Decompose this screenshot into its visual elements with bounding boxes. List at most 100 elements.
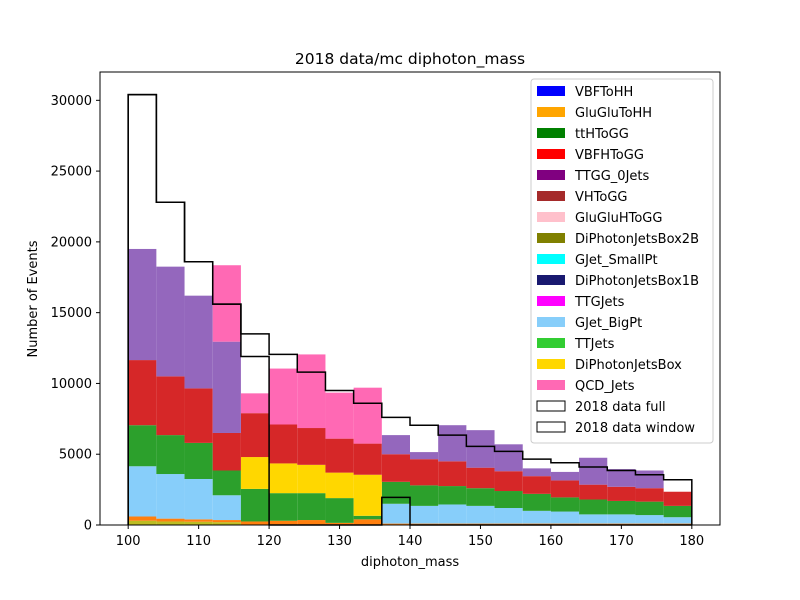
- stack-bar: [410, 459, 439, 486]
- stack-bar: [212, 432, 241, 471]
- stack-bar: [269, 463, 298, 494]
- stack-bar: [156, 474, 185, 519]
- stack-bar: [522, 493, 551, 511]
- stack-bar: [240, 457, 270, 489]
- legend-swatch: [537, 107, 565, 117]
- x-tick-label: 160: [538, 534, 563, 549]
- stack-bar: [325, 392, 354, 439]
- stack-bar: [128, 425, 157, 467]
- legend-label: QCD_Jets: [575, 379, 635, 394]
- stack-bar: [607, 500, 636, 515]
- stack-bar: [353, 519, 382, 525]
- stack-bar: [353, 474, 382, 516]
- legend-label: GluGluHToGG: [575, 211, 662, 226]
- y-tick-label: 30000: [51, 94, 92, 109]
- stack-bar: [128, 516, 157, 521]
- stack-bar: [550, 511, 580, 524]
- stack-bar: [212, 341, 241, 433]
- plot-area: 100 110 120 130 140 150 160 170 180 0 5000 10000 150…: [51, 71, 721, 549]
- stack-bar: [128, 360, 157, 426]
- stack-bar: [663, 517, 692, 524]
- x-tick-label: 130: [327, 534, 352, 549]
- stack-bar: [269, 424, 298, 464]
- y-tick-label: 0: [84, 519, 92, 534]
- legend-label: VBFToHH: [575, 85, 633, 100]
- stack-bar: [522, 468, 551, 477]
- legend-label: VBFHToGG: [575, 148, 644, 163]
- legend-swatch: [537, 359, 565, 369]
- stack-bar: [297, 520, 326, 525]
- legend-swatch: [537, 254, 565, 264]
- stack-bar: [240, 393, 270, 414]
- stack-bar: [381, 503, 410, 524]
- stack-bar: [381, 523, 410, 525]
- legend: VBFToHH GluGluToHH ttHToGG VBFHToGG TTGG_0Je…: [530, 78, 714, 444]
- stack-bar: [607, 469, 636, 487]
- stack-bar: [184, 521, 213, 525]
- legend-label: TTGJets: [574, 295, 625, 310]
- legend-label: TTJets: [574, 337, 615, 352]
- stack-bar: [156, 266, 185, 377]
- stack-bar: [579, 484, 608, 500]
- stack-bar: [607, 514, 636, 524]
- stack-bar: [269, 493, 298, 521]
- legend-label: TTGG_0Jets: [574, 169, 650, 184]
- stack-bar: [212, 495, 241, 521]
- legend-label: 2018 data window: [575, 421, 695, 436]
- stack-bar: [184, 519, 213, 522]
- legend-label: DiPhotonJetsBox2B: [575, 232, 699, 247]
- stack-bar: [663, 491, 692, 506]
- legend-label: DiPhotonJetsBox: [575, 358, 682, 373]
- x-tick-label: 170: [609, 534, 634, 549]
- stack-bar: [128, 248, 157, 361]
- legend-swatch: [537, 170, 565, 180]
- stack-bar: [212, 520, 241, 523]
- stack-bar: [438, 486, 467, 505]
- stack-bar: [381, 481, 410, 504]
- stack-bar: [438, 425, 467, 462]
- stack-bar: [494, 508, 523, 524]
- legend-swatch: [537, 338, 565, 348]
- legend-label: GJet_SmallPt: [575, 253, 658, 268]
- y-tick-label: 5000: [59, 448, 92, 463]
- stack-bar: [635, 488, 664, 502]
- stack-bar: [466, 488, 495, 506]
- legend-label: 2018 data full: [575, 400, 666, 415]
- legend-swatch: [537, 86, 565, 96]
- legend-swatch: [537, 233, 565, 243]
- stack-bar: [325, 438, 354, 473]
- stack-bar: [466, 505, 495, 524]
- stack-bar: [410, 505, 439, 524]
- stack-bar: [184, 295, 213, 389]
- stack-bar: [184, 442, 213, 479]
- stack-bar: [381, 435, 410, 455]
- x-axis-label: diphoton_mass: [361, 555, 460, 570]
- stack-bar: [494, 444, 523, 472]
- stack-bar: [156, 435, 185, 475]
- y-tick-label: 10000: [51, 377, 92, 392]
- stack-bar: [550, 497, 580, 512]
- stack-bar: [579, 499, 608, 515]
- stack-bar: [579, 457, 608, 485]
- stack-bar: [353, 443, 382, 475]
- stack-bar: [381, 454, 410, 482]
- stack-bar: [663, 505, 692, 518]
- stack-bar: [438, 504, 467, 524]
- stack-bar: [269, 520, 298, 525]
- y-tick-label: 20000: [51, 235, 92, 250]
- stack-bar: [325, 522, 354, 525]
- legend-swatch: [537, 317, 565, 327]
- stack-bar: [240, 488, 270, 522]
- stack-bar: [466, 467, 495, 489]
- stack-bar: [410, 485, 439, 506]
- stack-bar: [494, 491, 523, 509]
- legend-swatch: [536, 421, 566, 433]
- stack-bar: [212, 522, 241, 525]
- legend-swatch: [537, 149, 565, 159]
- stack-bar: [325, 498, 354, 523]
- stack-bar: [184, 388, 213, 443]
- stack-bar: [240, 521, 270, 525]
- stack-bar: [353, 387, 382, 444]
- stack-bar: [635, 515, 664, 524]
- legend-label: GJet_BigPt: [575, 316, 642, 331]
